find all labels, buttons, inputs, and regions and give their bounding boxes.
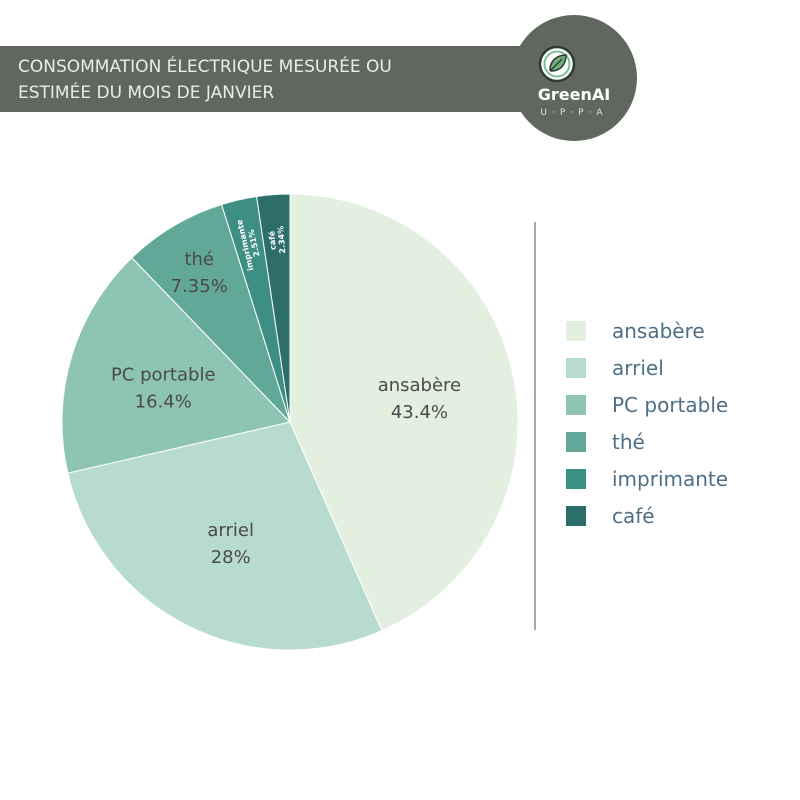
slice-label-5: café2.34% bbox=[266, 226, 287, 255]
logo-name: GreenAI bbox=[537, 85, 611, 104]
slice-label-percent-5: 2.34% bbox=[276, 226, 287, 254]
legend-swatch-5 bbox=[566, 505, 586, 526]
legend-item-2[interactable]: PC portable bbox=[566, 386, 728, 423]
slice-label-name-1: arriel bbox=[207, 520, 254, 541]
legend-label-3: thé bbox=[612, 429, 645, 454]
slice-label-percent-0: 43.4% bbox=[391, 402, 448, 423]
slice-label-0: ansabère 43.4% bbox=[378, 375, 461, 423]
legend-item-4[interactable]: imprimante bbox=[566, 460, 728, 497]
header-banner: CONSOMMATION ÉLECTRIQUE MESURÉE OU ESTIM… bbox=[0, 46, 560, 112]
pie-slice-5 bbox=[256, 193, 291, 423]
pie-slice-3 bbox=[131, 203, 291, 423]
legend-label-2: PC portable bbox=[612, 392, 729, 417]
legend-label-5: café bbox=[612, 503, 655, 528]
legend-item-3[interactable]: thé bbox=[566, 423, 728, 460]
slice-label-percent-2: 16.4% bbox=[135, 391, 192, 412]
chart-title-line-1: CONSOMMATION ÉLECTRIQUE MESURÉE OU bbox=[18, 57, 392, 77]
pie-slice-0 bbox=[289, 193, 519, 632]
legend-label-1: arriel bbox=[612, 355, 664, 380]
legend-item-1[interactable]: arriel bbox=[566, 349, 728, 386]
legend-swatch-0 bbox=[566, 320, 586, 341]
slice-labels: ansabère 43.4% arriel 28% PC portable 16.4% th… bbox=[111, 218, 461, 568]
legend-swatch-3 bbox=[566, 431, 586, 452]
slice-label-2: PC portable 16.4% bbox=[111, 364, 216, 412]
legend: ansabère arriel PC portable thé imprimante ca… bbox=[566, 312, 728, 534]
slice-label-3: thé 7.35% bbox=[171, 249, 228, 297]
pie-slice-2 bbox=[61, 257, 291, 474]
slice-label-name-0: ansabère bbox=[378, 375, 461, 396]
logo-subtitle: U·P·P·A bbox=[540, 108, 608, 118]
slice-label-name-2: PC portable bbox=[111, 364, 216, 385]
legend-label-0: ansabère bbox=[612, 318, 705, 343]
legend-swatch-2 bbox=[566, 394, 586, 415]
slice-label-1: arriel 28% bbox=[207, 520, 254, 568]
slice-label-percent-3: 7.35% bbox=[171, 276, 228, 297]
slice-label-name-3: thé bbox=[184, 249, 214, 270]
chart-title-line-2: ESTIMÉE DU MOIS DE JANVIER bbox=[18, 83, 275, 103]
pie-slice-1 bbox=[67, 421, 383, 651]
legend-swatch-1 bbox=[566, 357, 586, 378]
chart-title: CONSOMMATION ÉLECTRIQUE MESURÉE OU ESTIM… bbox=[18, 54, 498, 106]
pie-slices bbox=[61, 193, 519, 651]
legend-swatch-4 bbox=[566, 468, 586, 489]
legend-item-5[interactable]: café bbox=[566, 497, 728, 534]
slice-label-percent-1: 28% bbox=[211, 547, 251, 568]
slice-label-name-5: café bbox=[266, 230, 277, 250]
logo-badge bbox=[511, 15, 637, 141]
legend-item-0[interactable]: ansabère bbox=[566, 312, 728, 349]
leaf-globe-icon bbox=[538, 45, 576, 83]
legend-label-4: imprimante bbox=[612, 466, 729, 491]
